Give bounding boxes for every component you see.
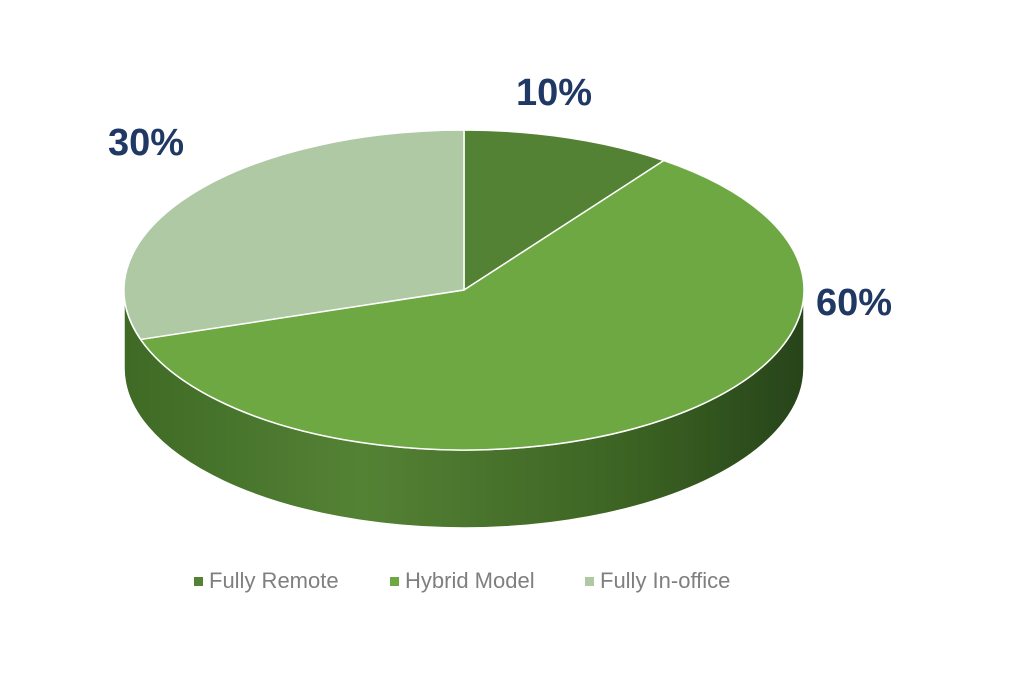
pie-slice-fully-remote [463,129,665,291]
legend-swatch-fully-in-office [585,577,594,586]
data-label-fully-in-office: 30% [108,122,184,164]
pie-slice-fully-in-office [123,129,465,341]
legend-label-fully-remote: Fully Remote [209,568,339,593]
data-label-fully-remote: 10% [516,72,592,114]
data-labels: 10% 60% 30% [108,72,892,324]
legend-swatch-fully-remote [194,577,203,586]
pie-top [123,129,805,451]
legend: Fully Remote Hybrid Model Fully In-office [194,568,730,593]
pie-slice-hybrid-model [139,159,805,451]
legend-label-fully-in-office: Fully In-office [600,568,730,593]
legend-swatch-hybrid-model [390,577,399,586]
data-label-hybrid-model: 60% [816,282,892,324]
legend-label-hybrid-model: Hybrid Model [405,568,535,593]
